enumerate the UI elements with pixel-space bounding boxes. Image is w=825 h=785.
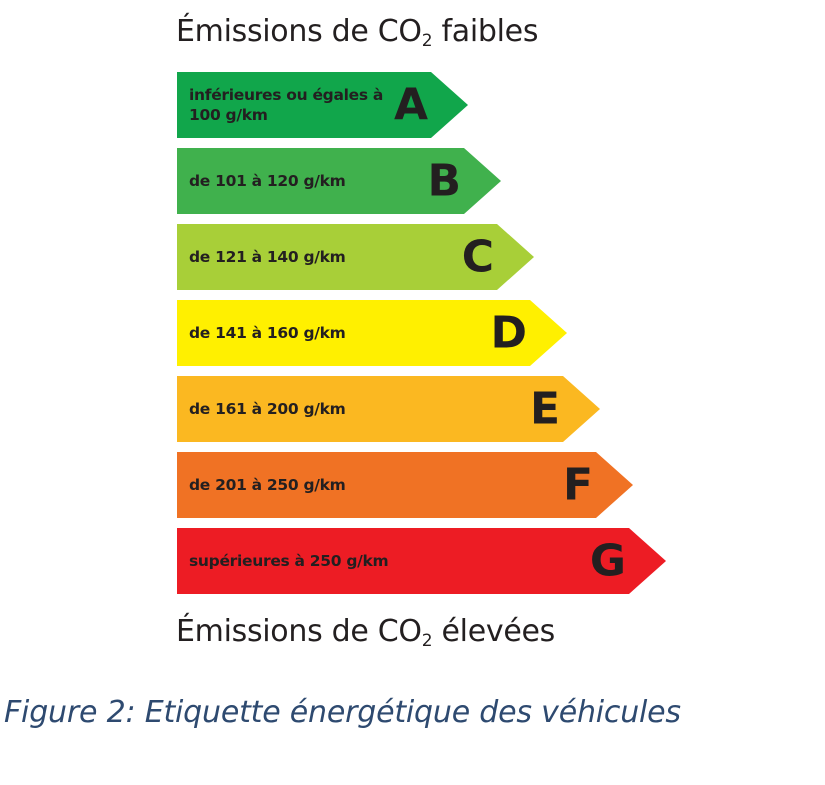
class-letter-a: A	[393, 79, 428, 131]
class-bar-a: inférieures ou égales à 100 g/km A	[177, 72, 468, 138]
class-range-d: de 141 à 160 g/km	[189, 324, 346, 342]
class-range-b: de 101 à 120 g/km	[189, 172, 346, 190]
class-bar-f: de 201 à 250 g/km F	[177, 452, 633, 518]
heading-high-prefix: Émissions de CO	[176, 614, 422, 649]
class-letter-e: E	[529, 383, 560, 435]
class-letter-g: G	[589, 535, 626, 587]
class-range-c: de 121 à 140 g/km	[189, 248, 346, 266]
heading-low-prefix: Émissions de CO	[176, 14, 422, 49]
class-range-e: de 161 à 200 g/km	[189, 400, 346, 418]
high-emissions-heading: Émissions de CO2 élevées	[176, 614, 556, 651]
class-letter-d: D	[490, 307, 527, 359]
figure-caption: Figure 2: Etiquette énergétique des véhi…	[4, 695, 681, 730]
class-letter-b: B	[427, 155, 461, 207]
class-range-a: inférieures ou égales à 100 g/km	[189, 86, 384, 124]
class-letter-c: C	[461, 231, 494, 283]
class-bar-b: de 101 à 120 g/km B	[177, 148, 501, 214]
class-bar-d: de 141 à 160 g/km D	[177, 300, 567, 366]
heading-high-subscript: 2	[421, 631, 433, 651]
heading-low-suffix: faibles	[432, 14, 539, 49]
class-letter-f: F	[562, 459, 593, 511]
heading-high-suffix: élevées	[432, 614, 556, 649]
heading-low-subscript: 2	[421, 31, 433, 51]
low-emissions-heading: Émissions de CO2 faibles	[176, 14, 539, 51]
class-bar-e: de 161 à 200 g/km E	[177, 376, 600, 442]
class-range-g: supérieures à 250 g/km	[189, 552, 389, 570]
class-bar-g: supérieures à 250 g/km G	[177, 528, 666, 594]
class-bar-c: de 121 à 140 g/km C	[177, 224, 534, 290]
class-range-f: de 201 à 250 g/km	[189, 476, 346, 494]
